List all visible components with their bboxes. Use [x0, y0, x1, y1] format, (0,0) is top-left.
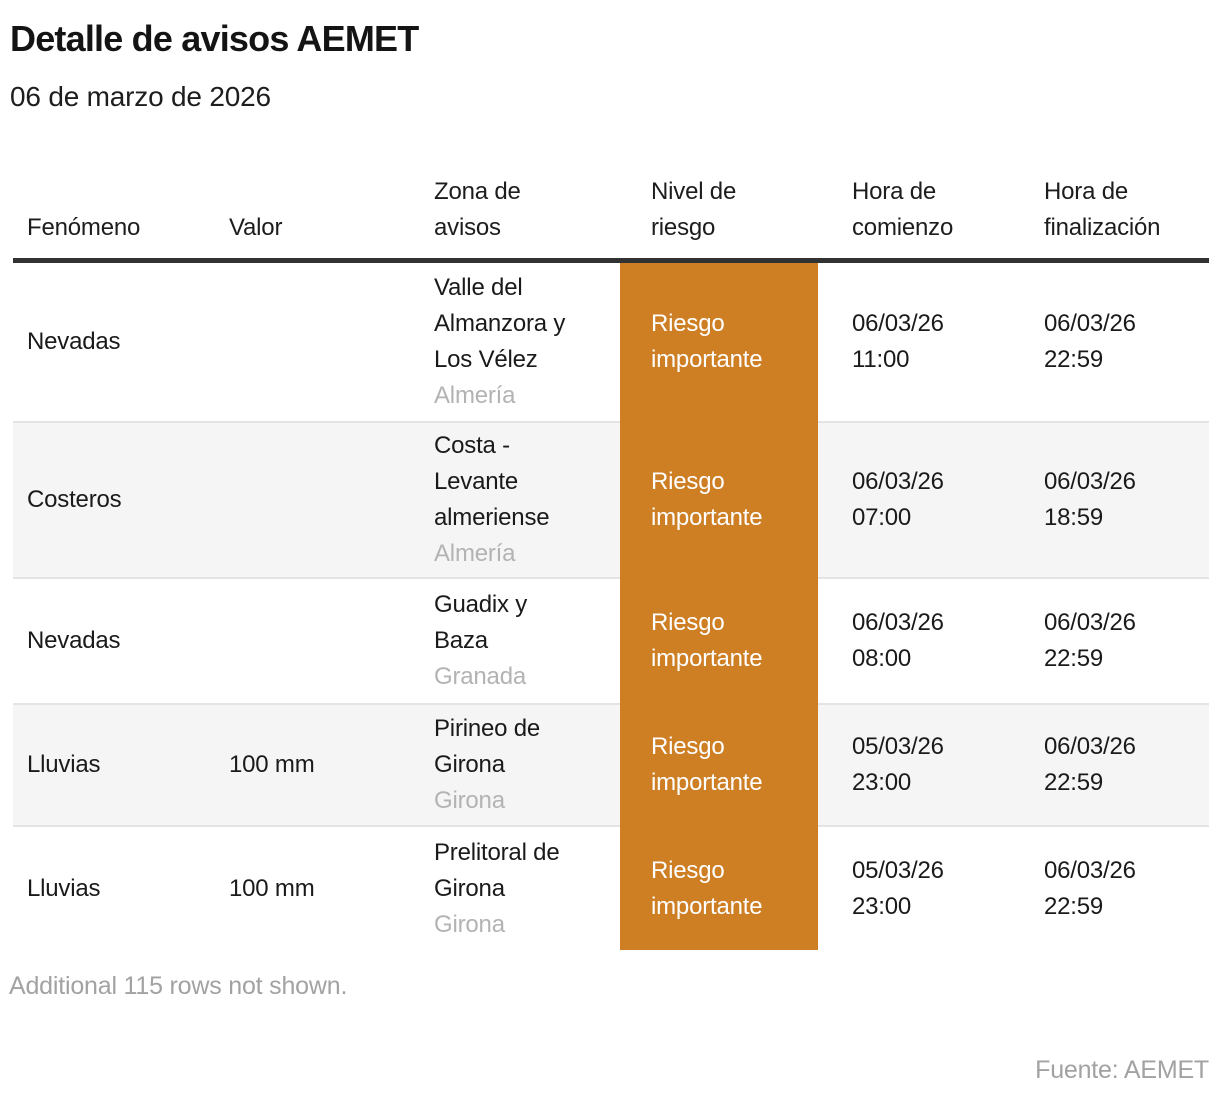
- table-row: Nevadas Guadix y Baza Granada Riesgo imp…: [13, 579, 1209, 703]
- zone-province: Girona: [434, 787, 505, 814]
- cell-start-time: 06/03/26 07:00: [818, 421, 1030, 579]
- column-header-finalizacion: Hora de finalización: [1044, 178, 1161, 241]
- risk-badge: Riesgo importante: [651, 733, 763, 796]
- zone-name: Costa - Levante almeriense: [434, 432, 550, 531]
- cell-start-time: 06/03/26 08:00: [852, 609, 944, 672]
- zone-province: Almería: [434, 382, 516, 409]
- zone-name: Guadix y Baza: [434, 591, 528, 654]
- rows-not-shown-note: Additional 115 rows not shown.: [9, 972, 348, 1000]
- cell-zona: Costa - Levante almeriense Almería: [420, 421, 620, 579]
- cell-fenomeno: Nevadas: [27, 328, 121, 355]
- warnings-table: Fenómeno Valor Zona de avisos Nivel de r…: [13, 113, 1209, 950]
- table-body: Nevadas Valle del Almanzora y Los Vélez …: [13, 263, 1209, 950]
- cell-risk-level: Riesgo importante: [620, 703, 818, 827]
- cell-valor: 100 mm: [229, 874, 315, 902]
- column-header-nivel: Nivel de riesgo: [651, 178, 737, 241]
- page-subtitle: 06 de marzo de 2026: [10, 81, 271, 112]
- cell-start-time: 05/03/26 23:00: [852, 856, 944, 920]
- zone-province: Almería: [434, 540, 516, 567]
- page-title: Detalle de avisos AEMET: [10, 18, 419, 59]
- cell-risk-level: Riesgo importante: [620, 421, 818, 579]
- cell-fenomeno: Costeros: [13, 421, 215, 579]
- zone-name: Prelitoral de Girona: [434, 838, 560, 902]
- cell-risk-level: Riesgo importante: [620, 263, 818, 421]
- source-credit: Fuente: AEMET: [1035, 1056, 1209, 1084]
- column-header-comienzo: Hora de comienzo: [852, 178, 954, 241]
- cell-valor: [215, 263, 420, 421]
- cell-zona: Valle del Almanzora y Los Vélez Almería: [420, 263, 620, 421]
- cell-zona: Pirineo de Girona Girona: [420, 703, 620, 827]
- cell-risk-level: Riesgo importante: [620, 579, 818, 703]
- cell-risk-level: Riesgo importante: [620, 827, 818, 950]
- cell-fenomeno: Lluvias: [27, 874, 101, 902]
- cell-end-time: 06/03/26 22:59: [1044, 310, 1136, 373]
- cell-end-time: 06/03/26 22:59: [1044, 856, 1136, 920]
- zone-name: Valle del Almanzora y Los Vélez: [434, 274, 566, 373]
- table-row: Lluvias 100 mm Pirineo de Girona Girona …: [13, 703, 1209, 827]
- risk-badge: Riesgo importante: [651, 310, 763, 373]
- cell-start-time: 05/03/26 23:00: [818, 703, 1030, 827]
- table-row: Costeros Costa - Levante almeriense Alme…: [13, 421, 1209, 579]
- cell-valor: [215, 579, 420, 703]
- cell-valor: [215, 421, 420, 579]
- cell-fenomeno: Nevadas: [27, 627, 121, 654]
- risk-badge: Riesgo importante: [651, 609, 763, 672]
- cell-end-time: 06/03/26 22:59: [1044, 609, 1136, 672]
- zone-name: Pirineo de Girona: [434, 715, 541, 778]
- column-header-valor: Valor: [229, 214, 283, 241]
- column-header-zona: Zona de avisos: [434, 178, 521, 241]
- table-row: Lluvias 100 mm Prelitoral de Girona Giro…: [13, 827, 1209, 950]
- column-header-fenomeno: Fenómeno: [27, 214, 141, 241]
- zone-province: Girona: [434, 910, 505, 938]
- cell-valor: 100 mm: [215, 703, 420, 827]
- cell-zona: Guadix y Baza Granada: [420, 579, 620, 703]
- cell-fenomeno: Lluvias: [13, 703, 215, 827]
- cell-end-time: 06/03/26 22:59: [1030, 703, 1209, 827]
- table-header-row: Fenómeno Valor Zona de avisos Nivel de r…: [13, 113, 1209, 263]
- zone-province: Granada: [434, 663, 526, 690]
- cell-zona: Prelitoral de Girona Girona: [420, 827, 620, 950]
- table-row: Nevadas Valle del Almanzora y Los Vélez …: [13, 263, 1209, 421]
- cell-start-time: 06/03/26 11:00: [852, 310, 944, 373]
- risk-badge: Riesgo importante: [651, 468, 763, 531]
- risk-badge: Riesgo importante: [651, 856, 763, 920]
- cell-end-time: 06/03/26 18:59: [1030, 421, 1209, 579]
